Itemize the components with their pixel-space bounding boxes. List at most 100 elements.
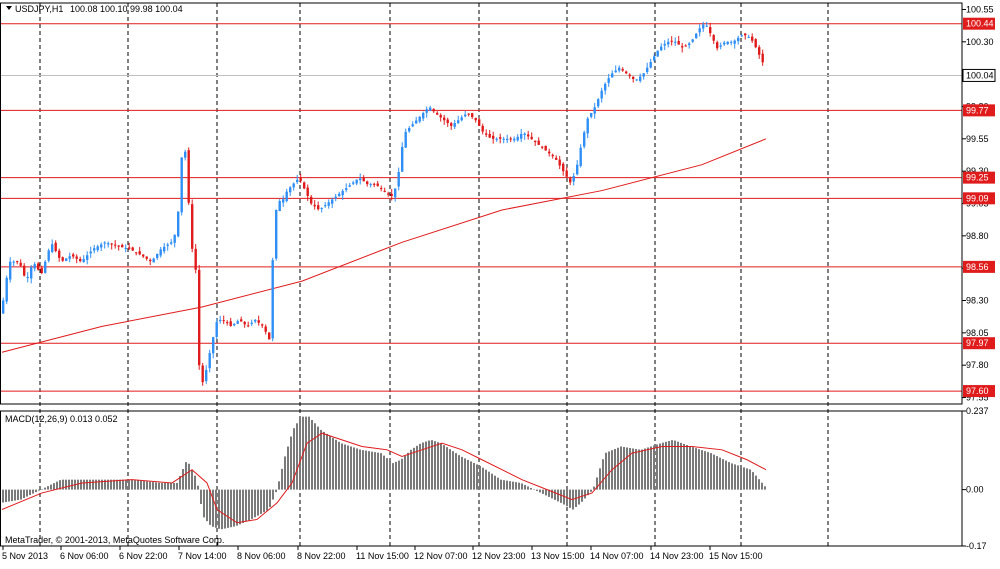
candle-body [492, 135, 495, 139]
macd-bar [563, 489, 565, 505]
macd-bar [260, 489, 262, 514]
macd-bar [38, 489, 40, 491]
candle-body [464, 114, 467, 117]
candle-body [733, 40, 736, 44]
macd-bar [560, 489, 562, 503]
macd-bar [248, 489, 250, 521]
price-panel-frame [0, 2, 963, 405]
candle-body [523, 133, 526, 135]
macd-bar [551, 489, 553, 499]
candle-body [737, 37, 740, 42]
macd-bar [86, 479, 88, 490]
candle-body [173, 234, 176, 243]
candle-body [317, 205, 320, 210]
macd-bar [293, 428, 295, 490]
macd-bar [752, 472, 754, 490]
macd-bar [389, 460, 391, 490]
macd-bar [500, 479, 502, 490]
macd-bar [512, 481, 514, 490]
macd-bar [59, 480, 61, 490]
macd-bar [650, 446, 652, 490]
level-price-label: 99.09 [966, 193, 989, 203]
macd-bar [362, 450, 364, 490]
candle-body [110, 243, 113, 245]
macd-bar [134, 480, 136, 490]
macd-bar [281, 468, 283, 490]
candle-body [327, 202, 330, 206]
macd-bar [230, 489, 232, 528]
candle-body [712, 35, 715, 41]
candle-body [100, 244, 103, 248]
macd-bar [674, 440, 676, 490]
macd-bar [242, 489, 244, 524]
price-tick-label: 97.55 [966, 393, 989, 403]
candle-body [471, 113, 474, 117]
candle-body [296, 179, 299, 183]
macd-bar [416, 445, 418, 490]
macd-bar [554, 489, 556, 500]
candle-body [89, 251, 92, 254]
candle-body [513, 138, 516, 141]
macd-bar [686, 445, 688, 490]
macd-bar [698, 449, 700, 490]
macd-bar [677, 441, 679, 490]
macd-bar [143, 481, 145, 490]
macd-bar [620, 446, 622, 490]
candle-body [716, 42, 719, 49]
macd-bar [32, 489, 34, 494]
macd-bar [596, 477, 598, 490]
candle-body [338, 193, 341, 197]
candle-body [569, 178, 572, 183]
candle-body [128, 247, 131, 249]
candle-body [299, 178, 302, 181]
candle-body [163, 246, 166, 252]
candle-body [443, 117, 446, 121]
macd-bar [758, 479, 760, 490]
candle-body [352, 182, 355, 184]
candle-body [516, 136, 519, 141]
candle-body [355, 179, 358, 184]
macd-bar [503, 480, 505, 490]
candle-body [520, 133, 523, 139]
candle-body [383, 190, 386, 192]
candle-body [576, 164, 579, 175]
candle-body [306, 187, 309, 196]
candle-body [226, 322, 229, 324]
candle-body [47, 250, 50, 261]
triangle-down-icon[interactable] [6, 6, 12, 10]
price-tick-label: 98.80 [966, 231, 989, 241]
candle-body [408, 128, 411, 132]
macd-bar [146, 481, 148, 490]
macd-signal [1, 432, 767, 524]
macd-bar [623, 446, 625, 490]
candle-body [9, 261, 12, 280]
macd-bar [485, 469, 487, 490]
candle-body [586, 118, 589, 134]
macd-bar [638, 449, 640, 490]
macd-bar [44, 487, 46, 490]
candle-body [747, 36, 750, 38]
candle-body [674, 41, 677, 43]
candle-body [695, 33, 698, 39]
moving-average [1, 138, 767, 353]
macd-bar [413, 447, 415, 490]
time-axis: 5 Nov 2013 6 Nov 06:00 6 Nov 22:00 7 Nov 14… [2, 546, 763, 561]
macd-bar [20, 489, 22, 500]
macd-bar [251, 489, 253, 519]
candle-body [289, 187, 292, 193]
price-axis: 100.55100.30100.0499.8099.5599.3099.0598… [962, 4, 996, 403]
macd-bar [215, 489, 217, 528]
candle-body [268, 332, 271, 340]
macd-bar [632, 448, 634, 490]
macd-bar [53, 483, 55, 490]
level-price-label: 97.97 [966, 338, 989, 348]
horizontal-level-lines[interactable] [0, 23, 962, 392]
macd-bar [188, 463, 190, 490]
macd-bar [422, 442, 424, 490]
macd-bar [548, 489, 550, 497]
candle-body [590, 112, 593, 117]
candle-body [212, 337, 215, 354]
macd-bar [434, 441, 436, 490]
